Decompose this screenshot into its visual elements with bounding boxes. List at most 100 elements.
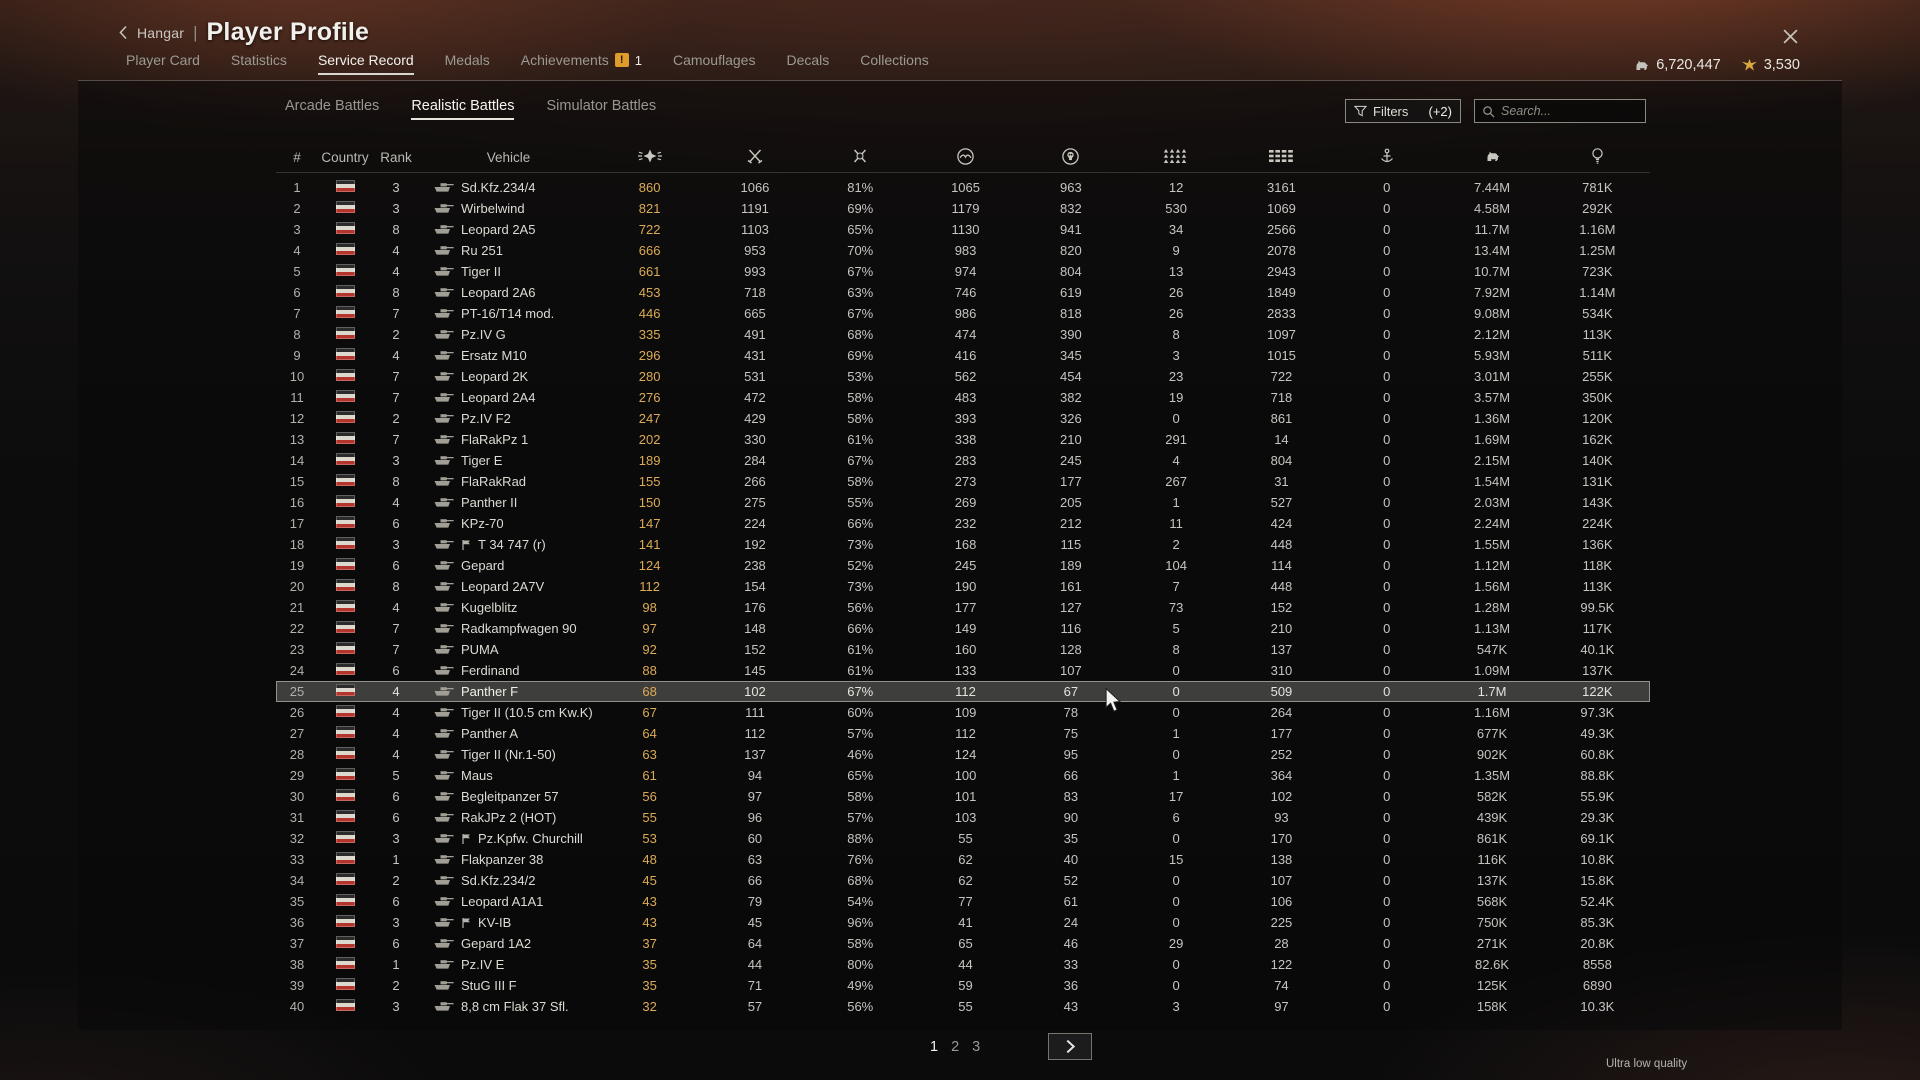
table-row[interactable]: 33 1 Flakpanzer 38 48 63 76% 62 40 15 138 0 116K 10.… — [276, 849, 1650, 870]
column-header-anchor[interactable] — [1334, 148, 1439, 168]
table-row[interactable]: 13 7 FlaRakPz 1 202 330 61% 338 210 291 14 0 1.69M 1… — [276, 429, 1650, 450]
table-row[interactable]: 12 2 Pz.IV F2 247 429 58% 393 326 0 861 0 1.36M 120K — [276, 408, 1650, 429]
table-row[interactable]: 9 4 Ersatz M10 296 431 69% 416 345 3 1015 0 5.93M 51… — [276, 345, 1650, 366]
germany-flag-icon — [335, 726, 355, 738]
table-row[interactable]: 3 8 Leopard 2A5 722 1103 65% 1130 941 34 2566 0 11.… — [276, 219, 1650, 240]
page-link-3[interactable]: 3 — [972, 1039, 981, 1055]
stat-cell: 10.3K — [1580, 999, 1615, 1014]
column-header-country[interactable]: Country — [321, 150, 369, 165]
silver-lions-counter[interactable]: 6,720,447 — [1633, 57, 1721, 73]
tab-achievements[interactable]: Achievements! 1 — [521, 52, 642, 75]
stat-cell: 665 — [744, 306, 766, 321]
table-row[interactable]: 18 3 T 34 747 (r) 141 192 73% 168 115 2 448 0 1.55M… — [276, 534, 1650, 555]
tab-collections[interactable]: Collections — [860, 52, 928, 75]
germany-flag-icon — [335, 390, 355, 402]
column-header-index[interactable]: # — [293, 150, 301, 165]
table-row[interactable]: 26 4 Tiger II (10.5 cm Kw.K) 67 111 60% 109 78 0… — [276, 702, 1650, 723]
tab-player-card[interactable]: Player Card — [126, 52, 200, 75]
table-row[interactable]: 40 3 8,8 cm Flak 37 Sfl. 32 57 56% 55 43 3 97 0 158… — [276, 996, 1650, 1017]
table-row[interactable]: 36 3 KV-IB 43 45 96% 41 24 0 225 0 750K 85.3K — [276, 912, 1650, 933]
page-link-2[interactable]: 2 — [951, 1039, 960, 1055]
column-header-wings-roundel[interactable] — [913, 147, 1018, 169]
column-header-aircraft-formation[interactable] — [1124, 148, 1229, 167]
table-row[interactable]: 15 8 FlaRakRad 155 266 58% 273 177 267 31 0 1.54M 13… — [276, 471, 1650, 492]
tank-icon — [433, 959, 454, 970]
column-header-winged-star[interactable] — [597, 148, 702, 167]
column-header-research[interactable] — [1545, 147, 1650, 168]
table-row[interactable]: 7 7 PT-16/T14 mod. 446 665 67% 986 818 26 2833 0 9.… — [276, 303, 1650, 324]
column-header-silver-lion[interactable] — [1439, 148, 1544, 167]
back-chevron-icon[interactable] — [118, 25, 128, 40]
table-row[interactable]: 14 3 Tiger E 189 284 67% 283 245 4 804 0 2.15M 140K — [276, 450, 1650, 471]
anchor-icon — [1378, 148, 1396, 165]
rank-cell: 6 — [392, 558, 400, 573]
vehicle-cell: Leopard A1A1 — [420, 894, 597, 909]
germany-flag-icon — [335, 369, 355, 381]
back-to-hangar-link[interactable]: Hangar — [137, 24, 185, 41]
next-page-button[interactable] — [1048, 1033, 1092, 1060]
stat-cell: 252 — [1270, 747, 1293, 762]
table-row[interactable]: 19 6 Gepard 124 238 52% 245 189 104 114 0 1.12M 118K — [276, 555, 1650, 576]
stat-cell: 224K — [1582, 516, 1613, 531]
table-row[interactable]: 20 8 Leopard 2A7V 112 154 73% 190 161 7 448 0 1.56M… — [276, 576, 1650, 597]
stat-cell: 1.25M — [1579, 243, 1616, 258]
tab-statistics[interactable]: Statistics — [231, 52, 287, 75]
tab-service-record[interactable]: Service Record — [317, 52, 414, 75]
column-header-skull-roundel[interactable] — [1018, 147, 1123, 169]
vehicle-cell: Panther II — [420, 495, 597, 510]
close-button[interactable] — [1778, 24, 1802, 48]
column-header-duel[interactable] — [808, 148, 913, 167]
table-row[interactable]: 25 4 Panther F 68 102 67% 112 67 0 509 0 1.7M 122K — [276, 681, 1650, 702]
table-row[interactable]: 5 4 Tiger II 661 993 67% 974 804 13 2943 0 10.7M 723… — [276, 261, 1650, 282]
search-input[interactable] — [1501, 104, 1638, 118]
tab-camouflages[interactable]: Camouflages — [673, 52, 756, 75]
stat-cell: 11 — [1169, 516, 1183, 531]
vehicle-name: KPz-70 — [461, 516, 504, 531]
table-row[interactable]: 39 2 StuG III F 35 71 49% 59 36 0 74 0 125K 6890 — [276, 975, 1650, 996]
column-header-crossed-swords[interactable] — [702, 148, 807, 167]
table-row[interactable]: 31 6 RakJPz 2 (HOT) 55 96 57% 103 90 6 93 0 439K 29.… — [276, 807, 1650, 828]
tab-medals[interactable]: Medals — [445, 52, 490, 75]
table-row[interactable]: 1 3 Sd.Kfz.234/4 860 1066 81% 1065 963 12 3161 0 7.… — [276, 177, 1650, 198]
filters-button[interactable]: Filters (+2) — [1345, 99, 1461, 123]
golden-eagles-counter[interactable]: 3,530 — [1741, 57, 1800, 73]
row-index: 32 — [289, 831, 305, 846]
subtab-realistic-battles[interactable]: Realistic Battles — [411, 98, 515, 120]
column-header-rank[interactable]: Rank — [380, 150, 412, 165]
tab-decals[interactable]: Decals — [786, 52, 829, 75]
table-row[interactable]: 24 6 Ferdinand 88 145 61% 133 107 0 310 0 1.09M 137K — [276, 660, 1650, 681]
country-cell — [318, 663, 372, 678]
table-row[interactable]: 32 3 Pz.Kpfw. Churchill 53 60 88% 55 35 0 170 0 861… — [276, 828, 1650, 849]
table-row[interactable]: 8 2 Pz.IV G 335 491 68% 474 390 8 1097 0 2.12M 113K — [276, 324, 1650, 345]
table-row[interactable]: 35 6 Leopard A1A1 43 79 54% 77 61 0 106 0 568K 52.4K — [276, 891, 1650, 912]
table-row[interactable]: 38 1 Pz.IV E 35 44 80% 44 33 0 122 0 82.6K 8558 — [276, 954, 1650, 975]
stat-cell: 46 — [1063, 936, 1079, 951]
subtab-arcade-battles[interactable]: Arcade Battles — [285, 98, 380, 114]
table-row[interactable]: 23 7 PUMA 92 152 61% 160 128 8 137 0 547K 40.1K — [276, 639, 1650, 660]
table-row[interactable]: 11 7 Leopard 2A4 276 472 58% 483 382 19 718 0 3.57M… — [276, 387, 1650, 408]
stat-cell: 37 — [642, 936, 657, 951]
stat-cell: 52 — [1063, 873, 1079, 888]
table-row[interactable]: 37 6 Gepard 1A2 37 64 58% 65 46 29 28 0 271K 20.8K — [276, 933, 1650, 954]
stat-cell: 0 — [1383, 663, 1391, 678]
germany-flag-icon — [335, 348, 355, 360]
table-row[interactable]: 28 4 Tiger II (Nr.1-50) 63 137 46% 124 95 0 252 0 9… — [276, 744, 1650, 765]
table-row[interactable]: 21 4 Kugelblitz 98 176 56% 177 127 73 152 0 1.28M 99… — [276, 597, 1650, 618]
page-link-1[interactable]: 1 — [930, 1039, 939, 1055]
stat-cell: 60 — [747, 831, 763, 846]
table-row[interactable]: 30 6 Begleitpanzer 57 56 97 58% 101 83 17 102 0 582… — [276, 786, 1650, 807]
table-row[interactable]: 22 7 Radkampfwagen 90 97 148 66% 149 116 5 210 0 1.… — [276, 618, 1650, 639]
table-row[interactable]: 16 4 Panther II 150 275 55% 269 205 1 527 0 2.03M 14… — [276, 492, 1650, 513]
table-row[interactable]: 10 7 Leopard 2K 280 531 53% 562 454 23 722 0 3.01M 2… — [276, 366, 1650, 387]
country-cell — [318, 453, 372, 468]
table-row[interactable]: 4 4 Ru 251 666 953 70% 983 820 9 2078 0 13.4M 1.25M — [276, 240, 1650, 261]
subtab-simulator-battles[interactable]: Simulator Battles — [546, 98, 657, 114]
column-header-vehicle[interactable]: Vehicle — [486, 150, 531, 165]
table-row[interactable]: 2 3 Wirbelwind 821 1191 69% 1179 832 530 1069 0 4.5… — [276, 198, 1650, 219]
table-row[interactable]: 34 2 Sd.Kfz.234/2 45 66 68% 62 52 0 107 0 137K 15.8K — [276, 870, 1650, 891]
table-row[interactable]: 29 5 Maus 61 94 65% 100 66 1 364 0 1.35M 88.8K — [276, 765, 1650, 786]
table-row[interactable]: 17 6 KPz-70 147 224 66% 232 212 11 424 0 2.24M 224K — [276, 513, 1650, 534]
table-row[interactable]: 27 4 Panther A 64 112 57% 112 75 1 177 0 677K 49.3K — [276, 723, 1650, 744]
table-row[interactable]: 6 8 Leopard 2A6 453 718 63% 746 619 26 1849 0 7.92M… — [276, 282, 1650, 303]
column-header-vehicle-formation[interactable] — [1229, 149, 1334, 166]
